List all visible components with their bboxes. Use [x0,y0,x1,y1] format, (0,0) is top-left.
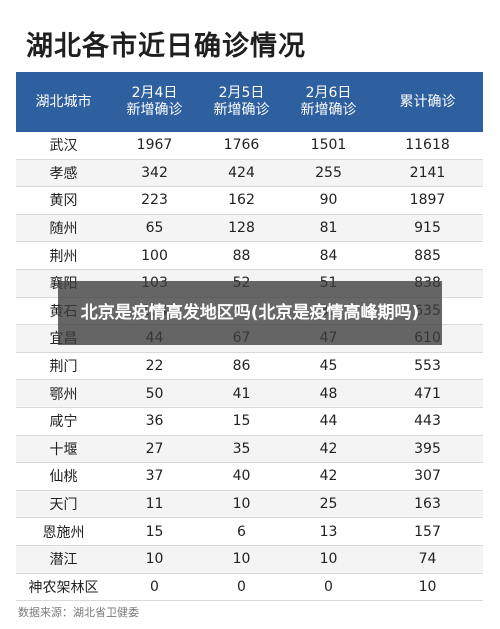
cell-feb6: 0 [285,573,372,602]
cell-city: 随州 [16,214,111,243]
cell-total: 915 [372,214,483,243]
table-row: 神农架林区 0 0 0 10 [16,573,483,602]
cell-total: 885 [372,241,483,270]
table-row: 咸宁 36 15 44 443 [16,407,483,436]
cell-feb4: 223 [111,186,198,215]
cell-total: 10 [372,573,483,602]
cell-feb5: 0 [198,573,285,602]
data-source-note: 数据来源：湖北省卫健委 [18,606,139,619]
cell-feb4: 22 [111,352,198,381]
cell-feb4: 11 [111,490,198,519]
cell-feb5: 128 [198,214,285,243]
cell-feb5: 15 [198,407,285,436]
cell-city: 咸宁 [16,407,111,436]
cell-feb6: 42 [285,435,372,464]
cell-feb6: 48 [285,379,372,408]
cell-feb6: 44 [285,407,372,436]
cell-feb5: 41 [198,379,285,408]
header-feb5: 2月5日 新增确诊 [198,72,285,132]
table-row: 孝感 342 424 255 2141 [16,159,483,188]
cell-city: 恩施州 [16,517,111,546]
table-body: 武汉 1967 1766 1501 11618 孝感 342 424 255 2141 黄冈 223 1… [16,132,483,602]
cell-feb4: 50 [111,379,198,408]
cell-feb4: 65 [111,214,198,243]
cell-city: 天门 [16,490,111,519]
header-feb6: 2月6日 新增确诊 [285,72,372,132]
cell-feb6: 81 [285,214,372,243]
cell-feb5: 86 [198,352,285,381]
cell-total: 1897 [372,186,483,215]
table-header-row: 湖北城市 2月4日 新增确诊 2月5日 新增确诊 2月6日 新增确诊 累计确诊 [16,72,483,132]
cell-city: 武汉 [16,132,111,160]
cell-feb6: 255 [285,159,372,188]
cell-city: 潜江 [16,545,111,574]
cell-feb6: 1501 [285,132,372,160]
cell-city: 荆门 [16,352,111,381]
cell-city: 仙桃 [16,462,111,491]
cell-city: 神农架林区 [16,573,111,602]
cell-total: 395 [372,435,483,464]
cell-feb4: 1967 [111,132,198,160]
cell-feb4: 15 [111,517,198,546]
cell-feb5: 1766 [198,132,285,160]
cell-feb6: 10 [285,545,372,574]
cell-feb6: 42 [285,462,372,491]
cell-feb5: 6 [198,517,285,546]
cell-feb5: 40 [198,462,285,491]
cell-city: 荆州 [16,241,111,270]
cell-feb6: 84 [285,241,372,270]
cell-total: 471 [372,379,483,408]
table-row: 仙桃 37 40 42 307 [16,462,483,491]
cell-city: 黄冈 [16,186,111,215]
header-total: 累计确诊 [372,72,483,132]
cell-feb4: 37 [111,462,198,491]
cell-feb4: 27 [111,435,198,464]
cell-feb6: 25 [285,490,372,519]
cell-feb6: 13 [285,517,372,546]
cell-feb4: 342 [111,159,198,188]
cell-total: 443 [372,407,483,436]
cell-feb5: 35 [198,435,285,464]
cell-feb6: 45 [285,352,372,381]
cell-city: 孝感 [16,159,111,188]
cell-feb4: 100 [111,241,198,270]
cell-total: 11618 [372,132,483,160]
table-row: 天门 11 10 25 163 [16,490,483,519]
cell-total: 163 [372,490,483,519]
cell-total: 553 [372,352,483,381]
page-title: 湖北各市近日确诊情况 [26,31,306,62]
cell-feb5: 162 [198,186,285,215]
table-row: 鄂州 50 41 48 471 [16,379,483,408]
table-row: 荆门 22 86 45 553 [16,352,483,381]
cell-feb4: 10 [111,545,198,574]
cell-feb5: 424 [198,159,285,188]
cell-feb6: 90 [285,186,372,215]
table-row: 潜江 10 10 10 74 [16,545,483,574]
cell-total: 2141 [372,159,483,188]
cell-feb5: 10 [198,545,285,574]
header-feb4: 2月4日 新增确诊 [111,72,198,132]
article-title-overlay: 北京是疫情高发地区吗(北京是疫情高峰期吗) [58,281,442,345]
cell-feb4: 36 [111,407,198,436]
cell-total: 157 [372,517,483,546]
table-row: 十堰 27 35 42 395 [16,435,483,464]
table-row: 随州 65 128 81 915 [16,214,483,243]
cell-city: 鄂州 [16,379,111,408]
table-row: 恩施州 15 6 13 157 [16,517,483,546]
cell-total: 74 [372,545,483,574]
table-row: 武汉 1967 1766 1501 11618 [16,132,483,160]
cell-feb4: 0 [111,573,198,602]
cell-total: 307 [372,462,483,491]
cell-feb5: 88 [198,241,285,270]
header-city: 湖北城市 [16,72,111,132]
table-row: 荆州 100 88 84 885 [16,241,483,270]
cell-feb5: 10 [198,490,285,519]
table-row: 黄冈 223 162 90 1897 [16,186,483,215]
cell-city: 十堰 [16,435,111,464]
